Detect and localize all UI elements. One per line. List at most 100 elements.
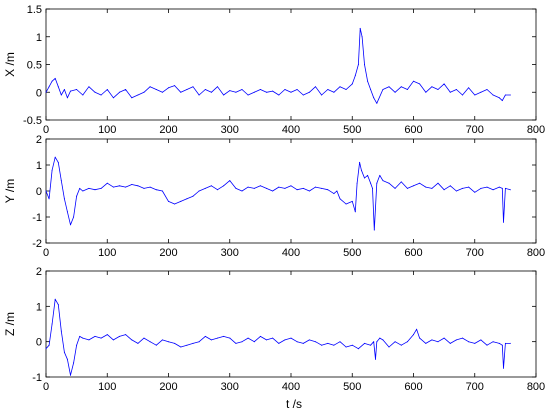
x-data-point bbox=[223, 94, 225, 96]
z-data-point bbox=[119, 335, 120, 337]
y-ytick-label: 2 bbox=[36, 134, 42, 146]
y-data-point bbox=[88, 187, 90, 189]
z-data-point bbox=[70, 374, 71, 376]
z-data-point bbox=[125, 334, 127, 336]
z-data-point bbox=[406, 341, 408, 343]
x-data-point bbox=[357, 64, 359, 65]
z-data-point bbox=[66, 358, 68, 360]
z-xtick-label: 400 bbox=[282, 381, 300, 393]
z-data-point bbox=[161, 339, 163, 341]
y-data-point bbox=[504, 187, 506, 189]
x-ytick-label: 0.5 bbox=[27, 60, 42, 72]
x-data-point bbox=[112, 97, 114, 99]
y-data-point bbox=[48, 198, 50, 200]
y-data-point bbox=[76, 195, 78, 197]
y-ytick-label: 1 bbox=[36, 160, 42, 172]
y-data-point bbox=[367, 174, 369, 176]
z-data-point bbox=[106, 334, 108, 336]
z-data-point bbox=[266, 339, 267, 341]
x-data-point bbox=[70, 90, 71, 92]
y-data-point bbox=[373, 229, 375, 231]
z-data-point bbox=[375, 358, 376, 360]
x-data-point bbox=[63, 89, 65, 90]
x-data-point bbox=[296, 89, 298, 90]
x-data-point bbox=[192, 86, 194, 88]
z-data-point bbox=[149, 341, 151, 343]
z-data-point bbox=[501, 344, 503, 346]
x-data-point bbox=[333, 91, 335, 93]
z-data-point bbox=[143, 337, 145, 339]
x-data-point bbox=[82, 94, 84, 96]
z-xtick-label: 600 bbox=[404, 381, 422, 393]
y-data-point bbox=[198, 190, 200, 192]
x-data-point bbox=[388, 86, 390, 88]
x-data-point bbox=[455, 89, 457, 90]
y-data-point bbox=[462, 187, 463, 189]
x-data-point bbox=[290, 91, 292, 93]
x-data-point bbox=[364, 64, 365, 65]
z-xtick-label: 300 bbox=[221, 381, 239, 393]
y-data-point bbox=[100, 187, 102, 189]
z-data-point bbox=[382, 339, 384, 341]
y-data-point bbox=[370, 182, 372, 184]
z-data-point bbox=[504, 342, 506, 344]
y-data-point bbox=[284, 187, 286, 189]
z-data-point bbox=[443, 337, 445, 339]
y-data-point bbox=[480, 187, 482, 189]
z-data-point bbox=[88, 339, 90, 341]
z-data-point bbox=[253, 341, 255, 343]
y-data-point bbox=[372, 187, 373, 189]
x-data-point bbox=[217, 86, 218, 88]
z-data-point bbox=[498, 342, 500, 344]
x-data-point bbox=[327, 89, 329, 90]
z-data-point bbox=[73, 362, 75, 364]
z-data-point bbox=[60, 330, 62, 332]
x-data-point bbox=[66, 97, 68, 99]
z-data-point bbox=[217, 337, 218, 339]
y-data-point bbox=[339, 198, 341, 200]
x-data-point bbox=[462, 94, 463, 96]
y-data-point bbox=[321, 187, 323, 189]
y-data-point bbox=[503, 221, 504, 223]
z-y-axis-label: Z /m bbox=[3, 312, 17, 336]
y-data-point bbox=[161, 190, 163, 192]
z-series-line bbox=[45, 298, 511, 376]
y-data-point bbox=[336, 190, 338, 192]
y-data-point bbox=[66, 211, 68, 213]
x-data-point bbox=[45, 91, 47, 93]
x-data-point bbox=[131, 97, 133, 99]
z-data-point bbox=[51, 323, 53, 325]
z-data-point bbox=[186, 344, 188, 346]
y-axes-frame bbox=[45, 138, 537, 244]
x-data-point bbox=[60, 94, 62, 96]
y-data-point bbox=[180, 200, 182, 202]
z-data-point bbox=[198, 341, 200, 343]
z-data-point bbox=[100, 337, 102, 339]
z-data-point bbox=[509, 342, 511, 344]
y-data-point bbox=[333, 193, 335, 195]
z-xtick-label: 700 bbox=[466, 381, 484, 393]
z-data-point bbox=[137, 342, 139, 344]
y-data-point bbox=[394, 187, 396, 189]
y-data-point bbox=[425, 186, 427, 188]
z-data-point bbox=[416, 328, 418, 330]
y-data-point bbox=[54, 156, 56, 158]
z-data-point bbox=[388, 346, 390, 348]
x-data-point bbox=[321, 94, 323, 96]
x-data-point bbox=[210, 91, 212, 93]
x-xtick-label: 700 bbox=[466, 124, 484, 136]
x-data-point bbox=[125, 89, 127, 90]
y-data-point bbox=[259, 185, 261, 187]
x-data-point bbox=[509, 94, 511, 96]
z-data-point bbox=[345, 346, 347, 348]
y-data-point bbox=[431, 187, 433, 189]
y-data-point bbox=[498, 186, 500, 188]
y-position-panel: 0 100 200 300 400 500 600 700 800 -2 -1 0 1 2 Y /m bbox=[3, 134, 545, 259]
y-data-point bbox=[360, 169, 362, 171]
z-data-point bbox=[131, 339, 133, 341]
x-data-point bbox=[351, 83, 353, 85]
z-data-point bbox=[339, 341, 341, 343]
z-data-point bbox=[235, 342, 237, 344]
y-data-point bbox=[217, 189, 218, 191]
